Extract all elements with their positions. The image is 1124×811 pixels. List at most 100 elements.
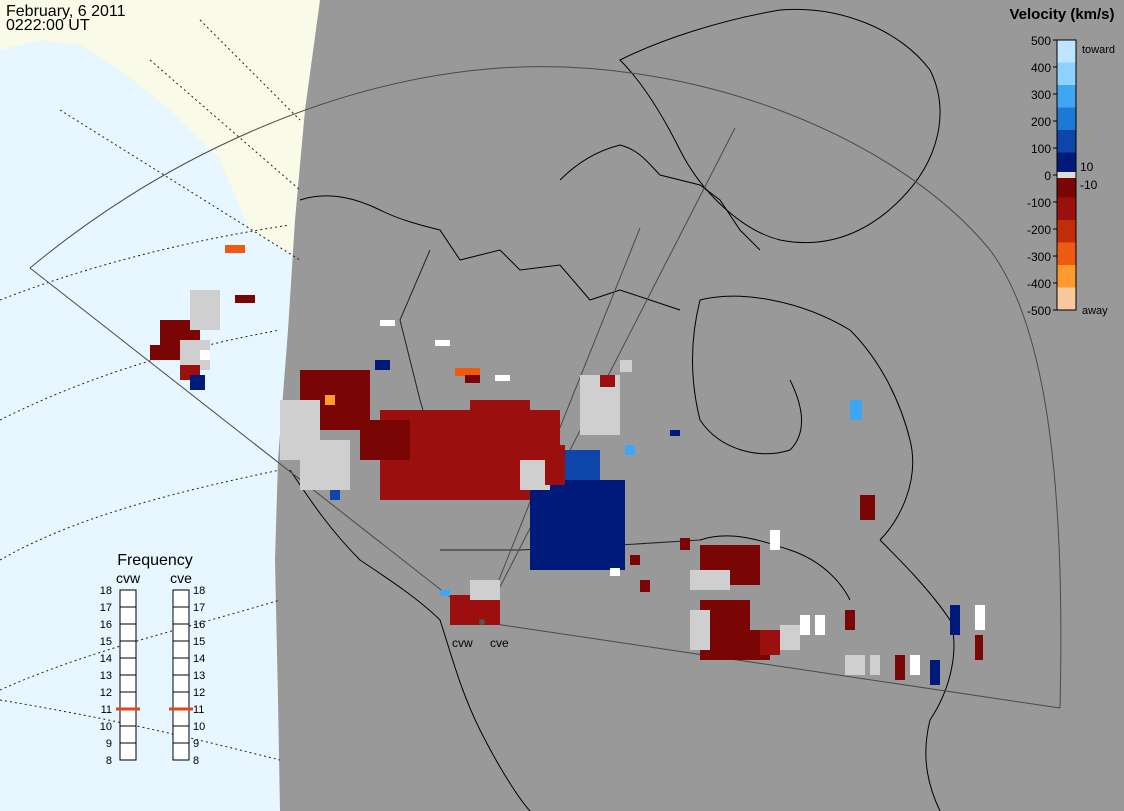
longitude-line <box>199 19 301 121</box>
frequency-scale-label: 10 <box>100 721 112 733</box>
colorbar-segment-away <box>1057 265 1076 288</box>
velocity-cell <box>225 245 245 253</box>
radar-site-marker <box>479 619 485 625</box>
frequency-cell <box>119 742 137 761</box>
frequency-cell <box>119 640 137 659</box>
frequency-radar-label: cve <box>170 570 192 586</box>
frequency-cell <box>172 589 190 608</box>
coastlines <box>289 8 955 811</box>
velocity-cell <box>975 605 985 630</box>
colorbar-tick-label: -200 <box>1027 223 1051 237</box>
velocity-cell <box>470 400 530 412</box>
velocity-cell <box>800 615 810 635</box>
colorbar-segment-away <box>1057 197 1076 221</box>
frequency-scale-label: 13 <box>193 670 205 682</box>
site-label-cve: cve <box>490 636 509 650</box>
colorbar-scale: 500 400 300 200 100 0 -100 -200 -300 -400 -500 10 -1… <box>1027 34 1115 318</box>
colorbar-title: Velocity (km/s) <box>1009 6 1114 23</box>
arctic-islands <box>559 144 761 251</box>
great-lakes <box>699 535 851 601</box>
colorbar-segment-toward <box>1057 152 1076 176</box>
colorbar-segment-away <box>1057 242 1076 266</box>
velocity-cell <box>235 295 255 303</box>
frequency-scale-label: 15 <box>193 636 205 648</box>
velocity-cell <box>470 580 500 600</box>
velocity-cells <box>150 245 985 685</box>
colorbar-inner-label: 10 <box>1080 160 1094 174</box>
colorbar-toward-label: toward <box>1082 44 1115 56</box>
colorbar-segment-toward <box>1057 130 1076 153</box>
velocity-cell <box>530 480 625 570</box>
sunlit-land <box>0 0 320 260</box>
velocity-cell <box>850 400 862 420</box>
velocity-cell <box>300 440 350 490</box>
velocity-cell <box>770 530 780 550</box>
frequency-cell <box>119 691 137 710</box>
velocity-cell <box>760 630 780 655</box>
velocity-cell <box>610 568 620 576</box>
velocity-cell <box>435 340 450 346</box>
frequency-scale-label: 13 <box>100 670 112 682</box>
greenland <box>619 8 941 244</box>
colorbar-tick-label: -400 <box>1027 277 1051 291</box>
velocity-cell <box>815 615 825 635</box>
time-label: 0222:00 UT <box>6 17 90 34</box>
velocity-cell <box>640 580 650 592</box>
velocity-cell <box>845 655 865 675</box>
colorbar-away-label: away <box>1082 305 1108 317</box>
velocity-cell <box>930 660 940 685</box>
frequency-cell <box>172 674 190 693</box>
frequency-scale-label: 12 <box>193 687 205 699</box>
frequency-scale-label: 9 <box>193 738 199 750</box>
frequency-scale-label: 8 <box>106 755 112 767</box>
frequency-scale-label: 18 <box>100 585 112 597</box>
frequency-title: Frequency <box>117 552 193 569</box>
velocity-cell <box>620 360 632 372</box>
velocity-cell <box>690 570 730 590</box>
velocity-cell <box>150 345 170 360</box>
frequency-scale-label: 15 <box>100 636 112 648</box>
frequency-cell <box>119 589 137 608</box>
arctic-coast <box>299 195 681 311</box>
frequency-scale-label: 11 <box>193 704 204 716</box>
velocity-cell <box>190 290 220 330</box>
frequency-cell <box>119 674 137 693</box>
colorbar-tick-label: 400 <box>1031 61 1051 75</box>
velocity-cell <box>630 555 640 565</box>
velocity-cell <box>380 320 395 326</box>
colorbar-tick-label: -100 <box>1027 196 1051 210</box>
longitude-line <box>149 59 301 191</box>
atlantic-coast <box>879 539 955 811</box>
longitude-line <box>59 109 301 261</box>
frequency-cell <box>172 623 190 642</box>
velocity-cell <box>910 655 920 675</box>
hudson-bay <box>692 299 803 455</box>
frequency-scale-label: 9 <box>106 738 112 750</box>
colorbar-tick-label: 200 <box>1031 115 1051 129</box>
frequency-scale-label: 11 <box>101 704 112 716</box>
colorbar-segment-toward <box>1057 40 1076 63</box>
velocity-cell <box>465 375 480 383</box>
velocity-cell <box>780 625 800 650</box>
frequency-scale-label: 10 <box>193 721 205 733</box>
velocity-cell <box>690 610 710 650</box>
date-label: February, 6 2011 <box>6 3 126 20</box>
velocity-cell <box>845 610 855 630</box>
velocity-cell <box>670 430 680 436</box>
velocity-cell <box>545 445 565 485</box>
frequency-cell <box>119 623 137 642</box>
frequency-radar-label: cvw <box>116 570 141 586</box>
frequency-scale-label: 12 <box>100 687 112 699</box>
frequency-cell <box>172 742 190 761</box>
colorbar-tick-label: 300 <box>1031 88 1051 102</box>
velocity-cell <box>495 375 510 381</box>
colorbar-tick-label: -300 <box>1027 250 1051 264</box>
frequency-cell <box>119 708 137 727</box>
velocity-cell <box>200 350 210 360</box>
velocity-cell <box>975 635 983 660</box>
frequency-cell <box>172 640 190 659</box>
velocity-cell <box>625 445 635 455</box>
fov-edge <box>481 621 1061 709</box>
velocity-cell <box>375 360 390 370</box>
